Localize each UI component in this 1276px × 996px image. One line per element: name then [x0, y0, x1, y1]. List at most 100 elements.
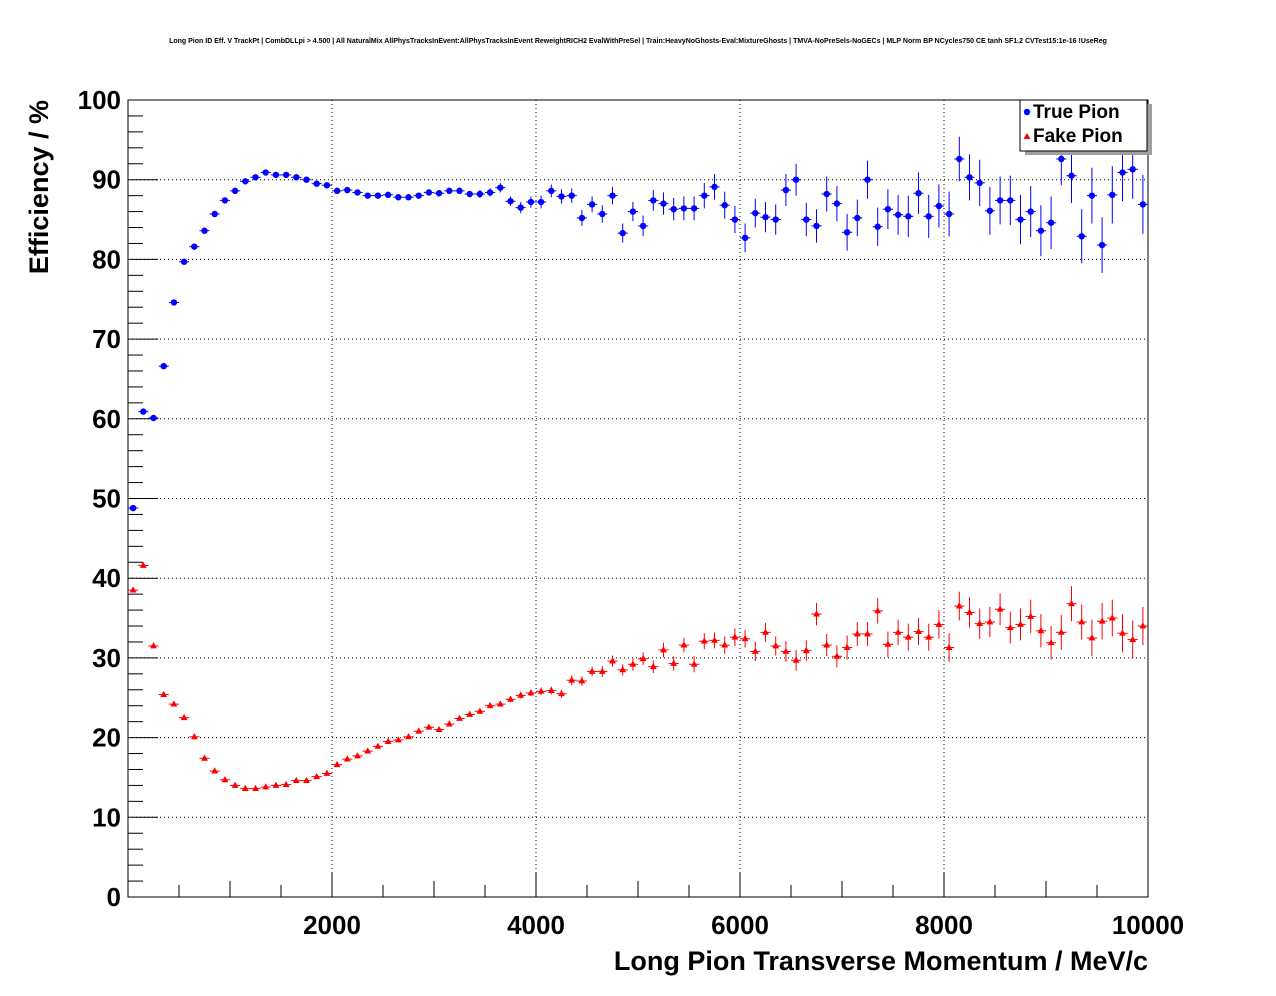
marker-triangle: [741, 634, 749, 642]
data-point: [750, 198, 761, 228]
data-point: [1046, 626, 1057, 660]
data-point: [770, 636, 781, 656]
data-point: [597, 205, 608, 223]
data-point: [668, 656, 679, 671]
marker-circle: [293, 174, 300, 181]
data-point: [454, 187, 465, 195]
data-point: [944, 191, 955, 237]
data-point: [199, 754, 210, 761]
data-point: [740, 630, 751, 648]
marker-triangle: [466, 710, 474, 717]
marker-triangle: [1088, 634, 1096, 641]
marker-circle: [242, 178, 249, 185]
marker-circle: [1109, 191, 1116, 199]
data-point: [474, 190, 485, 199]
marker-circle: [905, 213, 912, 220]
marker-triangle: [629, 660, 637, 667]
marker-circle: [517, 204, 524, 211]
data-point: [158, 362, 169, 370]
data-point: [831, 186, 842, 222]
marker-triangle: [445, 720, 453, 727]
data-point: [954, 591, 965, 621]
data-point: [893, 194, 904, 235]
marker-triangle: [150, 642, 157, 649]
marker-triangle: [833, 652, 841, 659]
marker-circle: [752, 209, 759, 217]
marker-circle: [660, 200, 667, 207]
marker-triangle: [639, 654, 647, 662]
marker-circle: [364, 192, 371, 199]
data-point: [648, 190, 659, 211]
data-point: [393, 736, 404, 743]
marker-triangle: [456, 714, 463, 721]
data-point: [495, 182, 506, 193]
marker-circle: [945, 210, 953, 218]
marker-triangle: [211, 767, 219, 774]
marker-circle: [272, 171, 280, 179]
marker-circle: [803, 216, 810, 223]
data-point: [281, 171, 292, 179]
x-tick-label: 8000: [915, 910, 973, 940]
marker-circle: [721, 202, 728, 209]
y-tick-label: 100: [78, 85, 121, 115]
marker-triangle: [201, 754, 208, 761]
marker-circle: [782, 186, 790, 194]
data-point: [138, 561, 149, 568]
marker-circle: [670, 205, 677, 213]
data-point: [689, 196, 700, 221]
marker-circle: [497, 184, 504, 191]
data-point: [1117, 614, 1128, 653]
data-point: [362, 192, 373, 199]
data-point: [852, 199, 863, 237]
data-point: [342, 186, 353, 194]
marker-circle: [894, 211, 902, 218]
marker-triangle: [262, 783, 270, 790]
marker-circle: [680, 205, 688, 212]
marker-triangle: [578, 677, 586, 684]
data-point: [128, 586, 139, 593]
data-point: [148, 414, 159, 422]
marker-triangle: [435, 725, 443, 733]
data-point: [352, 189, 363, 196]
data-points: [128, 132, 1148, 792]
data-point: [780, 641, 791, 662]
data-point: [219, 197, 230, 204]
data-point: [964, 597, 975, 628]
marker-circle: [711, 183, 718, 191]
y-tick-label: 40: [92, 563, 121, 593]
data-point: [1097, 602, 1108, 640]
data-point: [168, 299, 179, 306]
data-point: [291, 174, 302, 181]
y-tick-label: 80: [92, 244, 121, 274]
marker-circle: [1037, 227, 1045, 234]
data-point: [1025, 599, 1036, 634]
marker-circle: [1007, 197, 1014, 204]
data-point: [311, 772, 322, 780]
marker-circle: [792, 176, 800, 183]
marker-circle: [1098, 241, 1106, 249]
marker-circle: [833, 200, 841, 207]
legend: True Pion Fake Pion: [1019, 99, 1152, 155]
marker-circle: [140, 408, 147, 415]
data-point: [352, 752, 363, 759]
marker-circle: [762, 213, 769, 221]
y-tick-label: 60: [92, 404, 121, 434]
marker-triangle: [874, 607, 882, 614]
data-point: [576, 209, 587, 226]
marker-circle: [1139, 201, 1147, 208]
data-point: [974, 159, 985, 207]
marker-triangle: [680, 641, 688, 648]
marker-circle: [1058, 155, 1065, 163]
data-point: [444, 187, 455, 195]
marker-circle: [160, 362, 167, 370]
marker-triangle: [792, 656, 800, 663]
data-point: [913, 172, 924, 214]
marker-triangle: [1129, 635, 1137, 642]
data-point: [168, 700, 179, 707]
data-point: [546, 184, 557, 198]
marker-circle: [986, 207, 994, 214]
data-point: [474, 707, 485, 714]
data-point: [995, 593, 1006, 626]
data-point: [179, 258, 190, 265]
marker-triangle: [660, 646, 667, 653]
